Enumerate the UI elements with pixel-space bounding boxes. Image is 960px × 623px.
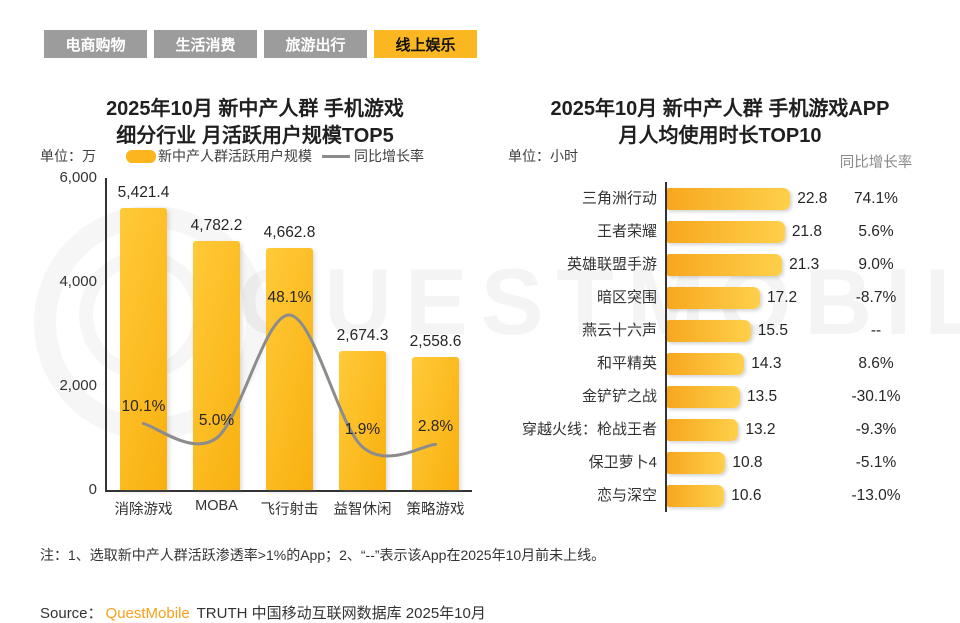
left-chart-legend: 新中产人群活跃用户规模 同比增长率: [126, 146, 424, 166]
usage-time-bar: [667, 253, 783, 276]
usage-time-bar: [667, 187, 791, 210]
app-name-label: 暗区突围: [596, 289, 657, 306]
left-unit-label: 单位：万: [40, 148, 96, 164]
growth-rate-label: 1.9%: [344, 420, 381, 438]
x-axis-category-label: 消除游戏: [114, 502, 173, 518]
source-prefix: Source：: [40, 605, 103, 622]
right-chart-axis-line: [665, 182, 667, 512]
app-name-label: 保卫萝卜4: [588, 454, 657, 471]
line-legend-label: 同比增长率: [354, 148, 424, 164]
right-horizontal-bar-chart: 三角洲行动 22.8 74.1% 王者荣耀 21.8 5.6% 英雄联盟手游 21.3 9.0%…: [500, 182, 940, 512]
growth-rate-value: -30.1%: [851, 388, 901, 405]
y-axis-tick-label: 0: [88, 481, 97, 498]
usage-time-value: 10.8: [732, 454, 763, 471]
bar-legend-swatch-icon: [126, 149, 156, 163]
bar-MOBA: [193, 241, 240, 490]
growth-rate-value: --: [870, 322, 882, 339]
growth-rate-value: -9.3%: [855, 421, 897, 438]
source-brand: QuestMobile: [105, 605, 190, 622]
usage-time-value: 22.8: [797, 190, 828, 207]
bar-策略游戏: [412, 356, 459, 490]
category-tab-3[interactable]: 线上娱乐: [374, 30, 477, 58]
bar-value-label: 4,782.2: [190, 217, 243, 235]
bar-value-label: 2,674.3: [336, 326, 389, 344]
x-axis-category-label: 飞行射击: [260, 502, 319, 518]
usage-time-bar: [667, 385, 740, 408]
x-axis-category-label: 策略游戏: [406, 502, 465, 518]
growth-rate-label: 2.8%: [417, 418, 454, 436]
right-chart-title-line2: 月人均使用时长TOP10: [618, 124, 822, 147]
growth-rate-label: 10.1%: [121, 397, 166, 415]
left-chart-title: 2025年10月 新中产人群 手机游戏 细分行业 月活跃用户规模TOP5: [35, 96, 475, 150]
app-name-label: 英雄联盟手游: [566, 256, 657, 273]
growth-rate-column-header: 同比增长率: [839, 155, 913, 171]
y-axis-tick-label: 4,000: [59, 273, 97, 290]
usage-time-value: 13.5: [746, 388, 778, 405]
right-chart-title-line1: 2025年10月 新中产人群 手机游戏APP: [550, 97, 890, 120]
growth-rate-value: -13.0%: [851, 487, 901, 504]
y-axis-tick-label: 6,000: [59, 169, 97, 186]
usage-time-bar: [667, 286, 760, 309]
growth-rate-value: -8.7%: [855, 289, 897, 306]
usage-time-value: 21.3: [789, 256, 820, 273]
category-tabs: 电商购物 生活消费 旅游出行 线上娱乐: [44, 30, 477, 58]
growth-rate-value: 74.1%: [854, 190, 898, 207]
usage-time-bar: [667, 352, 745, 375]
bar-飞行射击: [266, 247, 313, 490]
usage-time-value: 21.8: [791, 223, 822, 240]
usage-time-bar: [667, 319, 751, 342]
bar-legend-label: 新中产人群活跃用户规模: [158, 148, 312, 164]
app-name-label: 三角洲行动: [581, 190, 657, 207]
growth-rate-line: [142, 313, 437, 458]
bar-消除游戏: [120, 208, 167, 490]
app-name-label: 金铲铲之战: [581, 388, 657, 405]
category-tab-0[interactable]: 电商购物: [44, 30, 147, 58]
usage-time-value: 10.6: [731, 487, 762, 504]
bar-value-label: 4,662.8: [263, 223, 316, 241]
left-chart-title-line1: 2025年10月 新中产人群 手机游戏: [106, 97, 404, 120]
x-axis-category-label: MOBA: [195, 498, 238, 514]
app-name-label: 恋与深空: [596, 487, 657, 504]
right-unit-label: 单位：小时: [508, 148, 578, 164]
usage-time-bar: [667, 451, 726, 474]
y-axis-tick-label: 2,000: [59, 377, 97, 394]
line-legend-swatch-icon: [322, 154, 350, 158]
right-chart-title: 2025年10月 新中产人群 手机游戏APP 月人均使用时长TOP10: [500, 96, 940, 150]
growth-rate-value: 5.6%: [858, 223, 894, 240]
app-name-label: 穿越火线：枪战王者: [521, 421, 657, 438]
usage-time-value: 13.2: [745, 421, 776, 438]
app-name-label: 和平精英: [596, 355, 657, 372]
bar-value-label: 2,558.6: [409, 332, 462, 350]
bar-value-label: 5,421.4: [117, 184, 170, 202]
growth-rate-label: 5.0%: [198, 412, 235, 430]
usage-time-bar: [667, 418, 739, 441]
x-axis-category-label: 益智休闲: [333, 502, 392, 518]
usage-time-value: 15.5: [757, 322, 788, 339]
usage-time-bar: [667, 484, 725, 507]
source-suffix: TRUTH 中国移动互联网数据库 2025年10月: [192, 605, 486, 622]
growth-rate-value: 9.0%: [858, 256, 894, 273]
left-chart-title-line2: 细分行业 月活跃用户规模TOP5: [116, 124, 394, 147]
source-line: Source： QuestMobile TRUTH 中国移动互联网数据库 2025…: [40, 602, 486, 623]
category-tab-1[interactable]: 生活消费: [154, 30, 257, 58]
growth-rate-value: -5.1%: [855, 454, 897, 471]
app-name-label: 王者荣耀: [596, 223, 657, 240]
usage-time-bar: [667, 220, 785, 243]
category-tab-2[interactable]: 旅游出行: [264, 30, 367, 58]
app-name-label: 燕云十六声: [581, 322, 657, 339]
footnote: 注：1、选取新中产人群活跃渗透率>1%的App；2、“--”表示该App在202…: [40, 547, 606, 563]
left-bar-line-chart: 6,000 4,000 2,000 0 5,421.4 消除游戏 4,782.2 MOBA 4,…: [59, 169, 472, 518]
growth-rate-label: 48.1%: [267, 288, 312, 306]
growth-rate-value: 8.6%: [858, 355, 894, 372]
usage-time-value: 17.2: [766, 289, 798, 306]
usage-time-value: 14.3: [751, 355, 782, 372]
